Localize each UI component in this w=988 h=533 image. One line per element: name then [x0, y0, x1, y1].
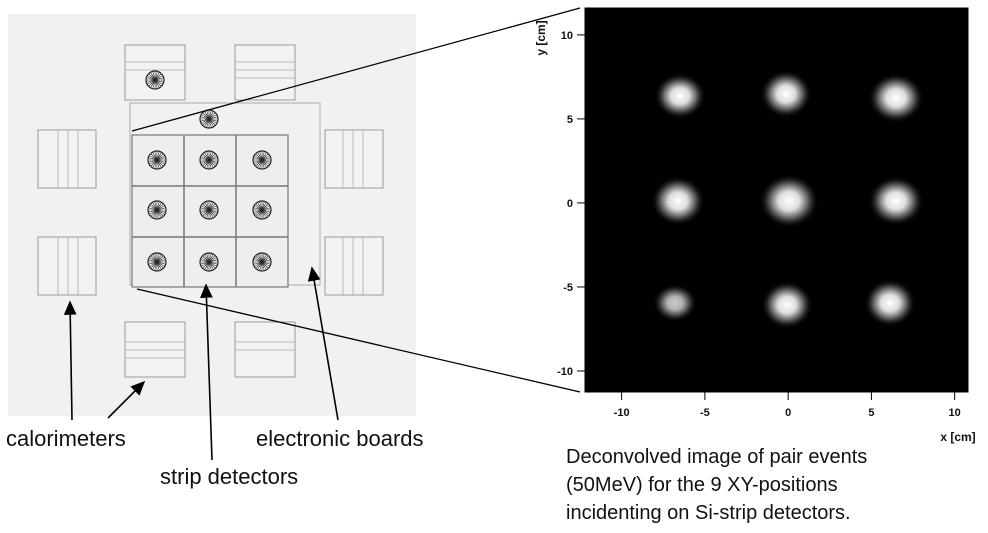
figure: calorimeters strip detectors electronic … [0, 0, 988, 533]
x-tick-label: -5 [700, 407, 710, 419]
caption-line: (50MeV) for the 9 XY-positions [566, 474, 838, 496]
image-plot: x [cm] y [cm] -10 -5 0 5 10 -10 -5 0 5 10 [534, 8, 976, 444]
x-tick-label: -10 [614, 407, 630, 419]
y-tick-label: 0 [567, 198, 573, 210]
x-tick-label: 10 [949, 407, 961, 419]
caption-line: incidenting on Si-strip detectors. [566, 502, 851, 524]
electronic-boards-label: electronic boards [256, 426, 424, 451]
y-tick-label: -5 [563, 282, 573, 294]
y-axis-label: y [cm] [534, 20, 548, 55]
x-axis-label: x [cm] [940, 430, 975, 444]
calorimeters-label: calorimeters [6, 426, 126, 451]
caption-line: Deconvolved image of pair events [566, 446, 867, 468]
y-tick-label: -10 [557, 366, 573, 378]
x-tick-label: 0 [785, 407, 791, 419]
y-tick-label: 5 [567, 114, 573, 126]
strip-detectors-label: strip detectors [160, 464, 298, 489]
y-tick-label: 10 [561, 30, 573, 42]
detector-diagram [8, 14, 416, 416]
x-tick-label: 5 [868, 407, 874, 419]
